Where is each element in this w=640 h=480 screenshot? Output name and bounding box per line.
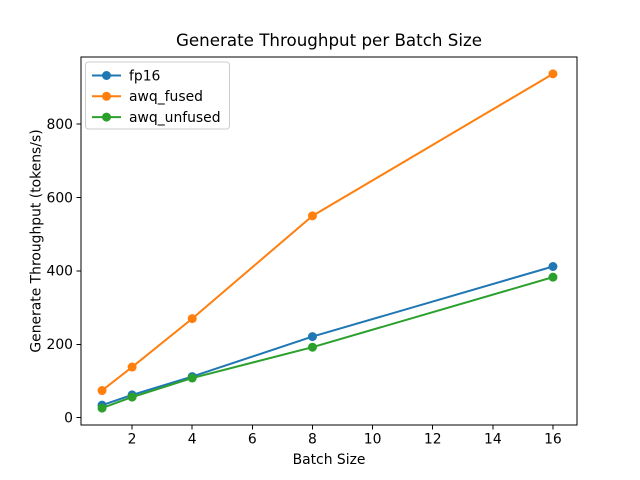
series-line (101, 276, 554, 410)
legend-label: awq_unfused (129, 110, 221, 126)
data-point-marker (127, 362, 137, 372)
plot-frame (80, 56, 578, 426)
legend-box (85, 61, 230, 130)
axis-ticks: 2 4 6 8 10 12 14 16 0 200 400 600 800 (46, 117, 561, 448)
y-tick-label: 400 (46, 264, 73, 280)
data-point-marker (307, 342, 317, 352)
x-tick-label: 8 (308, 432, 317, 448)
x-tick-label: 2 (128, 432, 137, 448)
legend-marker (102, 112, 111, 122)
chart-title: Generate Throughput per Batch Size (176, 30, 482, 50)
legend-marker (102, 91, 111, 101)
legend-marker (102, 71, 111, 80)
legend-label: awq_fused (129, 89, 203, 105)
x-tick-label: 14 (484, 432, 502, 448)
legend-entry-fp16: fp16 (92, 68, 160, 84)
data-point-marker (548, 261, 558, 271)
x-tick-label: 4 (188, 432, 197, 448)
x-tick-label: 6 (248, 432, 257, 448)
data-point-marker (548, 272, 558, 282)
data-point-marker (548, 69, 558, 79)
data-point-marker (187, 373, 197, 383)
data-point-marker (127, 392, 137, 402)
data-point-marker (307, 332, 317, 342)
series-awq_fused (97, 69, 558, 396)
data-series (97, 69, 558, 413)
y-tick-label: 800 (46, 117, 73, 133)
chart-legend: fp16 awq_fused awq_unfused (85, 61, 230, 130)
y-tick-label: 200 (46, 337, 73, 353)
y-tick-label: 600 (46, 190, 73, 206)
data-point-marker (307, 211, 317, 221)
x-tick-label: 12 (424, 432, 442, 448)
y-axis-label: Generate Throughput (tokens/s) (29, 129, 45, 352)
x-tick-label: 16 (544, 432, 562, 448)
x-tick-label: 10 (364, 432, 382, 448)
axes-frame (80, 56, 578, 426)
data-point-marker (97, 403, 107, 413)
series-fp16 (97, 261, 558, 410)
series-awq_unfused (97, 272, 558, 413)
legend-entry-awq_unfused: awq_unfused (92, 110, 221, 126)
data-point-marker (97, 386, 107, 396)
legend-label: fp16 (129, 68, 160, 84)
legend-entry-awq_fused: awq_fused (92, 89, 203, 105)
data-point-marker (187, 314, 197, 324)
x-axis-label: Batch Size (293, 452, 366, 468)
y-tick-label: 0 (64, 410, 73, 426)
